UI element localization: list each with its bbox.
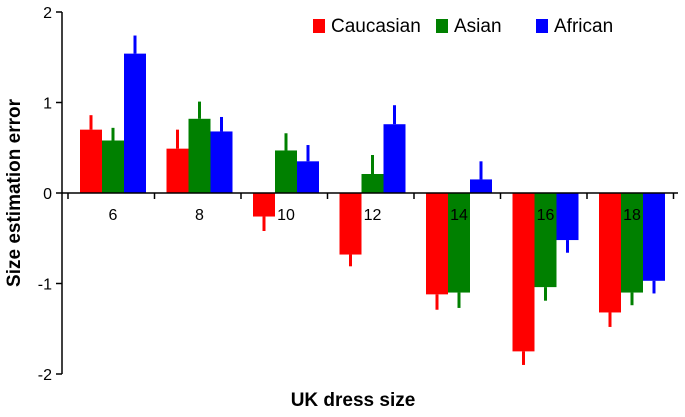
- y-tick-label: 0: [43, 186, 52, 203]
- bar-caucasian-6: [80, 129, 102, 193]
- x-tick-label-6: 6: [109, 207, 118, 224]
- bar-caucasian-10: [253, 193, 275, 217]
- legend-label-asian: Asian: [454, 16, 502, 37]
- bar-asian-6: [102, 140, 124, 193]
- bar-african-12: [383, 124, 406, 193]
- bar-caucasian-14: [426, 193, 448, 295]
- bar-caucasian-16: [512, 193, 535, 352]
- y-axis-label: Size estimation error: [4, 98, 25, 287]
- bar-asian-8: [188, 118, 211, 193]
- legend-label-caucasian: Caucasian: [331, 16, 421, 37]
- legend-swatch-caucasian: [313, 19, 325, 33]
- x-axis-label: UK dress size: [291, 390, 416, 411]
- x-tick-label-10: 10: [277, 207, 295, 224]
- bar-asian-12: [361, 173, 384, 193]
- bar-asian-18: [621, 193, 643, 293]
- bar-caucasian-18: [599, 193, 621, 313]
- x-tick-label-18: 18: [623, 207, 641, 224]
- bar-african-14: [470, 179, 492, 193]
- bar-asian-10: [275, 150, 297, 193]
- legend-label-african: African: [554, 16, 613, 37]
- bar-african-6: [124, 53, 146, 193]
- bar-caucasian-8: [166, 148, 189, 193]
- x-tick-label-8: 8: [195, 207, 204, 224]
- y-tick-label: -1: [38, 277, 52, 294]
- y-tick-label: 1: [43, 96, 52, 113]
- legend-swatch-asian: [436, 19, 448, 33]
- y-tick-label: -2: [38, 367, 52, 384]
- x-tick-label-16: 16: [537, 207, 555, 224]
- x-tick-label-12: 12: [364, 207, 382, 224]
- bar-african-18: [643, 193, 665, 281]
- bar-caucasian-12: [339, 193, 362, 255]
- bar-african-16: [556, 193, 579, 241]
- bar-african-10: [297, 161, 319, 193]
- y-tick-label: 2: [43, 5, 52, 22]
- bar-asian-14: [448, 193, 470, 293]
- bar-african-8: [210, 131, 233, 193]
- legend-swatch-african: [536, 19, 548, 33]
- x-tick-label-14: 14: [450, 207, 468, 224]
- legend: Caucasian Asian African: [313, 16, 613, 37]
- bar-asian-16: [534, 193, 557, 288]
